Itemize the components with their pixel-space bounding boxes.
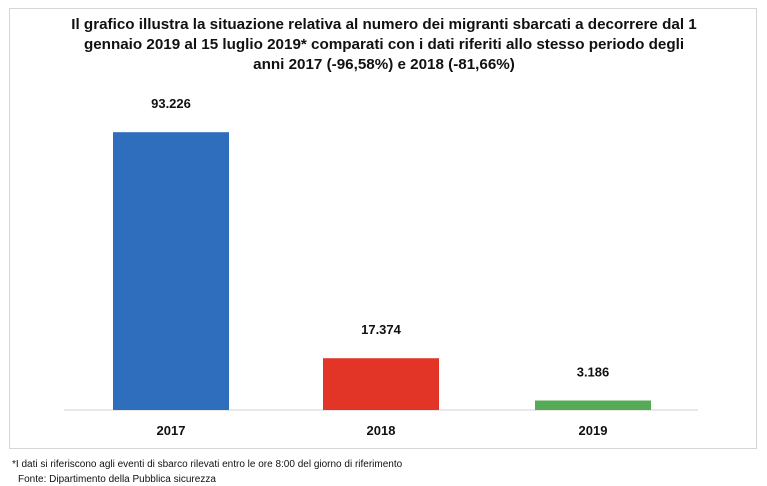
bar-2019 <box>535 400 651 410</box>
bar-2017 <box>113 132 229 410</box>
source-note: Fonte: Dipartimento della Pubblica sicur… <box>18 474 216 485</box>
footnote: *I dati si riferiscono agli eventi di sb… <box>12 459 403 470</box>
bar-value-label-2017: 93.226 <box>151 96 191 111</box>
bar-value-label-2018: 17.374 <box>361 322 402 337</box>
x-tick-label-2017: 2017 <box>157 423 186 438</box>
x-tick-label-2018: 2018 <box>367 423 396 438</box>
bar-2018 <box>323 358 439 410</box>
bars-group: 93.226 2017 17.374 2018 3.186 2019 <box>113 96 651 438</box>
bar-value-label-2019: 3.186 <box>577 365 610 380</box>
x-tick-label-2019: 2019 <box>579 423 608 438</box>
chart-title: Il grafico illustra la situazione relati… <box>71 16 697 73</box>
